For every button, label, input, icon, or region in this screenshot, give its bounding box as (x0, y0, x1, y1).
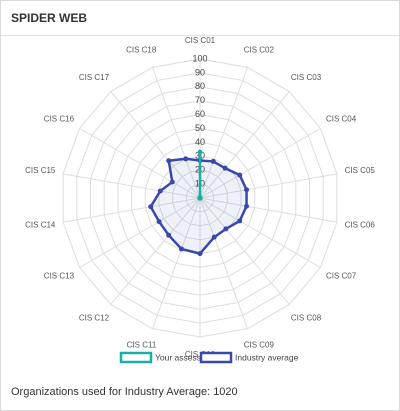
spoke (151, 67, 201, 199)
spoke (199, 128, 321, 199)
spoke (199, 197, 290, 305)
data-point (244, 187, 250, 193)
data-point (178, 246, 184, 252)
category-label: CIS C16 (44, 115, 75, 124)
data-point (210, 158, 216, 164)
category-label: CIS C02 (244, 46, 275, 55)
r-tick-label: 70 (195, 95, 205, 105)
data-point (166, 158, 172, 164)
r-tick-label: 80 (195, 81, 205, 91)
spoke (199, 67, 249, 199)
legend-swatch (199, 351, 233, 364)
category-label: CIS C04 (326, 115, 357, 124)
divider (1, 35, 399, 36)
data-point (183, 156, 189, 162)
category-label: CIS C13 (44, 272, 75, 281)
category-label: CIS C06 (345, 220, 376, 229)
r-tick-label: 50 (195, 123, 205, 133)
legend-label: Your assessment (155, 352, 221, 362)
card-title: SPIDER WEB (11, 11, 88, 25)
spoke (199, 173, 337, 199)
data-point (157, 188, 163, 194)
data-point (148, 204, 154, 210)
category-label: CIS C14 (25, 220, 56, 229)
category-label: CIS C18 (126, 46, 157, 55)
category-label: CIS C05 (345, 166, 376, 175)
footer-text: Organizations used for Industry Average:… (11, 386, 238, 398)
spoke (110, 91, 201, 199)
data-point (222, 165, 228, 171)
spoke (63, 197, 201, 223)
data-point (211, 234, 217, 240)
data-point (223, 226, 229, 232)
category-label: CIS C12 (79, 313, 110, 322)
data-point (197, 251, 203, 257)
category-label: CIS C03 (291, 73, 322, 82)
data-point (237, 218, 243, 224)
spoke (110, 197, 201, 305)
r-tick-label: 90 (195, 67, 205, 77)
spoke (79, 197, 201, 268)
spoke (199, 197, 337, 223)
category-label: CIS C17 (79, 73, 110, 82)
data-point (156, 219, 162, 225)
legend-swatch (119, 351, 153, 364)
data-point (197, 195, 203, 201)
category-label: CIS C15 (25, 166, 56, 175)
spoke (63, 173, 201, 199)
r-tick-label: 100 (192, 53, 207, 63)
data-point (244, 203, 250, 209)
data-point (237, 172, 243, 178)
category-label: CIS C08 (291, 313, 322, 322)
r-tick-label: 60 (195, 109, 205, 119)
spoke (199, 197, 249, 329)
category-label: CIS C11 (127, 341, 157, 350)
legend-label: Industry average (235, 352, 299, 362)
spoke (79, 128, 201, 199)
category-label: CIS C07 (326, 272, 357, 281)
category-label: CIS C01 (185, 37, 216, 45)
spoke (199, 197, 321, 268)
r-tick-label: 40 (195, 137, 205, 147)
spoke (151, 197, 201, 329)
data-point (166, 232, 172, 238)
data-point (169, 179, 175, 185)
data-point (197, 149, 203, 155)
category-label: CIS C09 (244, 341, 275, 350)
spoke (199, 91, 290, 199)
